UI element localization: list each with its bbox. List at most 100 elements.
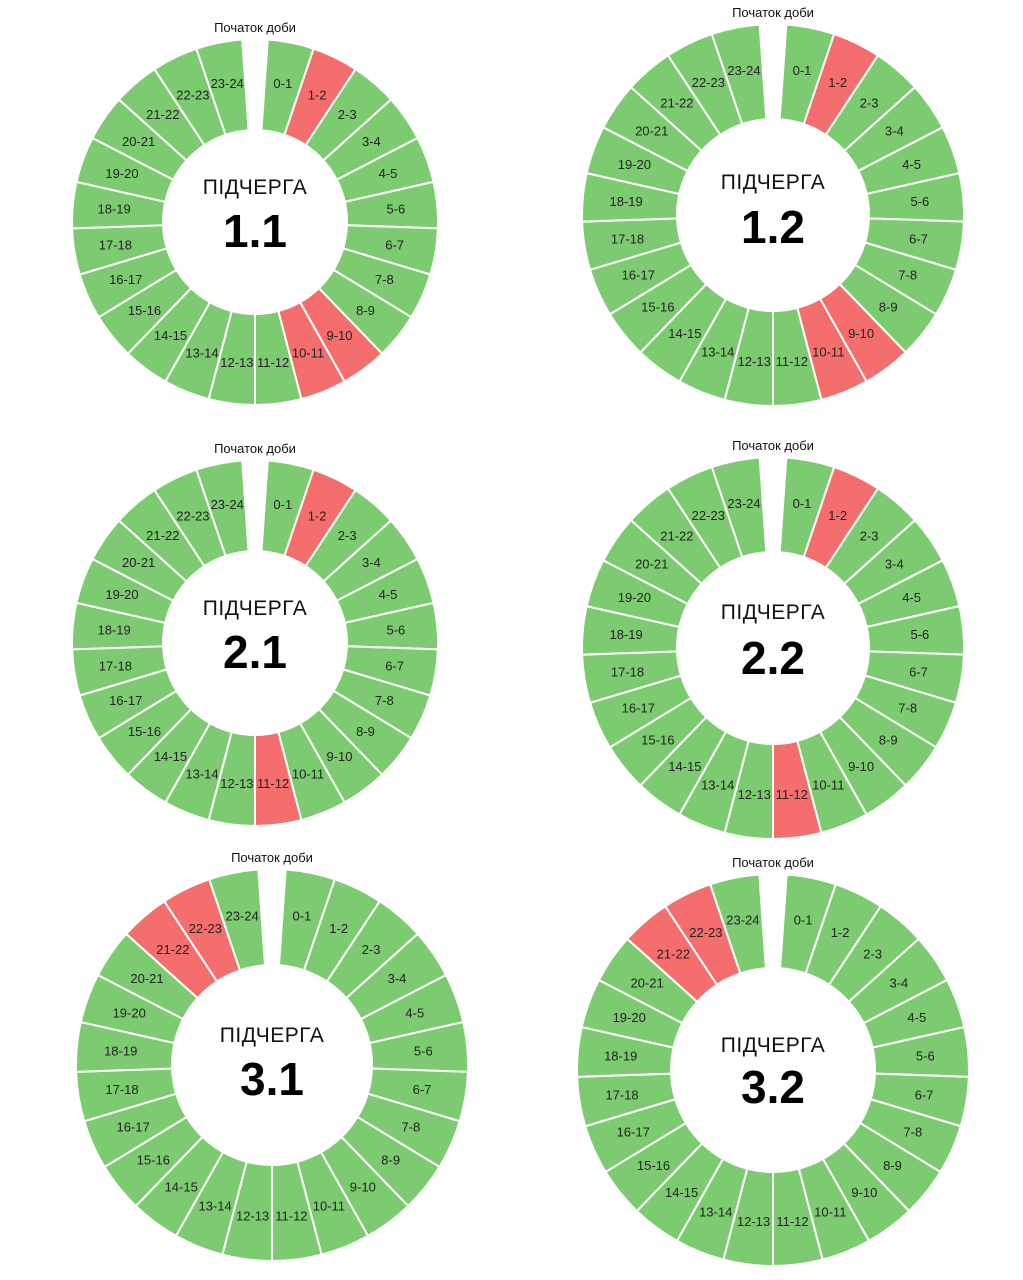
hour-label: 19-20 xyxy=(105,587,138,602)
hour-label: 4-5 xyxy=(379,587,398,602)
hour-label: 19-20 xyxy=(618,590,651,605)
hour-label: 17-18 xyxy=(105,1082,138,1097)
wheel-1-2: 0-1 1-2 2-3 3-4 4-5 5-6 6-7 7-8 8-9 9-10 10-11 11-1… xyxy=(581,5,965,408)
hour-label: 8-9 xyxy=(356,724,375,739)
hour-label: 14-15 xyxy=(154,749,187,764)
hour-label: 11-12 xyxy=(257,776,289,791)
hour-label: 16-17 xyxy=(109,272,142,287)
hour-label: 22-23 xyxy=(176,508,209,523)
hour-label: 1-2 xyxy=(308,508,327,523)
wheel-2-1: 0-1 1-2 2-3 3-4 4-5 5-6 6-7 7-8 8-9 9-1010-1111-1… xyxy=(71,441,439,828)
hour-label: 1-2 xyxy=(828,508,847,523)
hour-label: 6-7 xyxy=(385,659,404,674)
hour-label: 9-10 xyxy=(851,1185,877,1200)
hour-label: 22-23 xyxy=(692,75,725,90)
hour-label: 9-10 xyxy=(350,1179,376,1194)
start-of-day-label: Початок доби xyxy=(732,438,814,453)
subqueue-title: ПІДЧЕРГА xyxy=(203,597,307,620)
hour-label: 2-3 xyxy=(860,96,879,111)
subqueue-number: 2.2 xyxy=(741,632,805,684)
hour-label: 5-6 xyxy=(911,627,930,642)
hour-label: 9-10 xyxy=(326,328,352,343)
hour-label: 7-8 xyxy=(903,1125,922,1140)
start-of-day-label: Початок доби xyxy=(214,441,296,456)
hour-label: 12-13 xyxy=(236,1208,269,1223)
hour-label: 5-6 xyxy=(911,194,930,209)
hour-label: 20-21 xyxy=(122,134,155,149)
hour-label: 9-10 xyxy=(848,759,874,774)
hour-label: 22-23 xyxy=(176,87,209,102)
subqueue-title: ПІДЧЕРГА xyxy=(721,171,825,194)
hour-label: 11-12 xyxy=(275,1208,307,1223)
hour-label: 4-5 xyxy=(902,590,921,605)
subqueue-number: 1.1 xyxy=(223,205,287,257)
hour-label: 13-14 xyxy=(198,1198,231,1213)
hour-label: 20-21 xyxy=(630,976,663,991)
hour-label: 23-24 xyxy=(727,63,760,78)
hour-label: 16-17 xyxy=(116,1119,149,1134)
hour-label: 18-19 xyxy=(104,1043,137,1058)
hour-label: 0-1 xyxy=(293,909,312,924)
hour-label: 8-9 xyxy=(879,300,898,315)
hour-label: 20-21 xyxy=(635,124,668,139)
hour-label: 11-12 xyxy=(776,354,808,369)
hour-segment-23-24 xyxy=(708,873,767,975)
hour-label: 3-4 xyxy=(388,971,407,986)
hour-label: 1-2 xyxy=(828,75,847,90)
hour-label: 19-20 xyxy=(618,157,651,172)
hour-label: 0-1 xyxy=(273,76,292,91)
hour-label: 17-18 xyxy=(611,231,644,246)
hour-label: 0-1 xyxy=(273,497,292,512)
hour-label: 1-2 xyxy=(329,921,348,936)
hour-label: 19-20 xyxy=(613,1010,646,1025)
hour-label: 11-12 xyxy=(257,355,289,370)
hour-label: 8-9 xyxy=(879,733,898,748)
hour-label: 5-6 xyxy=(387,622,406,637)
hour-label: 15-16 xyxy=(128,724,161,739)
hour-segment-23-24 xyxy=(207,868,267,972)
hour-label: 5-6 xyxy=(916,1048,935,1063)
hour-label: 22-23 xyxy=(692,508,725,523)
hour-label: 3-4 xyxy=(362,134,381,149)
hour-label: 16-17 xyxy=(622,701,655,716)
hour-label: 12-13 xyxy=(738,787,771,802)
hour-label: 4-5 xyxy=(379,166,398,181)
hour-label: 13-14 xyxy=(701,777,734,792)
hour-label: 0-1 xyxy=(793,496,812,511)
wheel-3-2: 0-1 1-2 2-3 3-4 4-5 5-6 6-7 7-8 8-9 9-10 10-11 11-1… xyxy=(576,855,970,1268)
hour-label: 21-22 xyxy=(146,107,179,122)
hour-label: 2-3 xyxy=(860,529,879,544)
hour-label: 12-13 xyxy=(738,354,771,369)
hour-label: 4-5 xyxy=(902,157,921,172)
hour-label: 0-1 xyxy=(793,63,812,78)
hour-label: 18-19 xyxy=(604,1048,637,1063)
hour-label: 14-15 xyxy=(668,759,701,774)
hour-label: 21-22 xyxy=(660,96,693,111)
hour-label: 15-16 xyxy=(641,300,674,315)
hour-label: 13-14 xyxy=(185,767,218,782)
subqueue-number: 1.2 xyxy=(741,201,805,253)
hour-label: 23-24 xyxy=(211,76,244,91)
hour-label: 7-8 xyxy=(898,701,917,716)
start-of-day-label: Початок доби xyxy=(231,850,313,865)
hour-label: 23-24 xyxy=(727,496,760,511)
hour-label: 6-7 xyxy=(385,238,404,253)
hour-label: 12-13 xyxy=(737,1214,770,1229)
hour-label: 7-8 xyxy=(402,1119,421,1134)
hour-label: 8-9 xyxy=(381,1153,400,1168)
hour-label: 19-20 xyxy=(113,1006,146,1021)
wheel-2-2: 0-1 1-2 2-3 3-4 4-5 5-6 6-7 7-8 8-9 9-10 10-11 11-1… xyxy=(581,438,965,841)
hour-label: 22-23 xyxy=(689,925,722,940)
hour-segment-23-24 xyxy=(195,459,250,558)
hour-label: 14-15 xyxy=(154,328,187,343)
hour-label: 18-19 xyxy=(97,622,130,637)
hour-segment-23-24 xyxy=(710,23,768,126)
hour-label: 6-7 xyxy=(915,1087,934,1102)
hour-label: 18-19 xyxy=(609,194,642,209)
hour-label: 13-14 xyxy=(701,344,734,359)
subqueue-title: ПІДЧЕРГА xyxy=(721,1034,825,1057)
hour-label: 23-24 xyxy=(225,909,258,924)
hour-label: 16-17 xyxy=(622,268,655,283)
hour-segment-23-24 xyxy=(710,456,768,559)
hour-label: 8-9 xyxy=(883,1158,902,1173)
